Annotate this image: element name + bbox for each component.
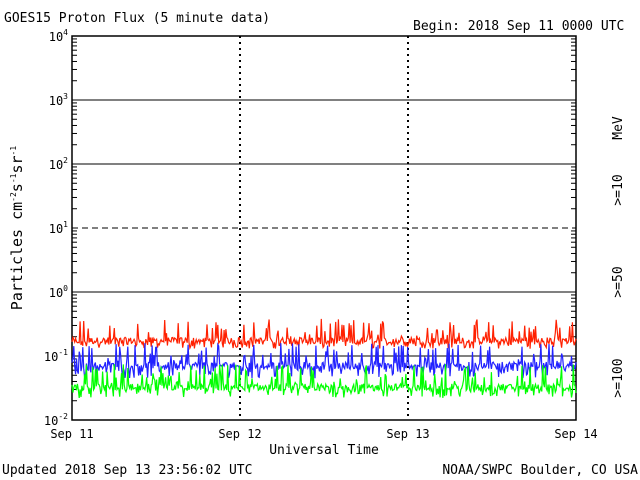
legend-series-1: >=10: [611, 174, 626, 205]
y-tick-exp: 3: [63, 92, 68, 101]
x-axis-label: Universal Time: [269, 443, 379, 458]
y-tick-exp: 1: [63, 220, 68, 229]
y-tick-label: 101: [49, 220, 68, 236]
y-tick-base: 10: [49, 222, 63, 236]
y-tick-exp: -1: [58, 348, 68, 357]
legend-series-2: >=50: [611, 266, 626, 297]
series-line-2: [71, 342, 577, 379]
y-tick-label: 102: [49, 156, 68, 172]
footer-source: NOAA/SWPC Boulder, CO USA: [442, 463, 638, 478]
x-tick-label: Sep 12: [218, 427, 261, 441]
x-tick-label: Sep 11: [50, 427, 93, 441]
y-tick-label: 10-2: [44, 412, 68, 428]
legend-unit-label: MeV: [611, 116, 626, 140]
y-axis-label: Particles cm-2s-1sr-1: [8, 146, 26, 311]
series-lines: [71, 318, 577, 398]
x-tick-label: Sep 14: [554, 427, 597, 441]
y-tick-base: 10: [44, 350, 58, 364]
y-axis-label-exp-3: -1: [9, 146, 18, 156]
y-tick-exp: 4: [63, 28, 68, 37]
y-axis-label-exp-2: -1: [9, 173, 18, 183]
y-tick-exp: -2: [58, 412, 68, 421]
y-axis-label-exp-1: -2: [9, 192, 18, 202]
footer-updated: Updated 2018 Sep 13 23:56:02 UTC: [2, 463, 252, 478]
y-axis-label-part-3: sr: [8, 155, 26, 173]
y-tick-base: 10: [44, 414, 58, 428]
grid-lines: [72, 36, 576, 420]
y-tick-label: 103: [49, 92, 68, 108]
series-line-1: [71, 318, 577, 351]
chart-title: GOES15 Proton Flux (5 minute data): [4, 11, 270, 26]
y-tick-label: 100: [49, 284, 68, 300]
y-tick-label: 104: [49, 28, 68, 44]
x-tick-labels: Sep 11 Sep 12 Sep 13 Sep 14: [50, 427, 597, 441]
y-tick-exp: 0: [63, 284, 68, 293]
y-tick-base: 10: [49, 94, 63, 108]
y-tick-exp: 2: [63, 156, 68, 165]
y-tick-label: 10-1: [44, 348, 68, 364]
y-axis-label-part-1: Particles cm: [8, 202, 26, 310]
begin-label: Begin: 2018 Sep 11 0000 UTC: [413, 19, 624, 34]
y-tick-base: 10: [49, 286, 63, 300]
x-tick-label: Sep 13: [386, 427, 429, 441]
y-tick-base: 10: [49, 30, 63, 44]
y-axis-label-part-2: s: [8, 183, 26, 192]
legend-series-3: >=100: [611, 358, 626, 397]
y-tick-base: 10: [49, 158, 63, 172]
series-line-3: [71, 364, 577, 398]
